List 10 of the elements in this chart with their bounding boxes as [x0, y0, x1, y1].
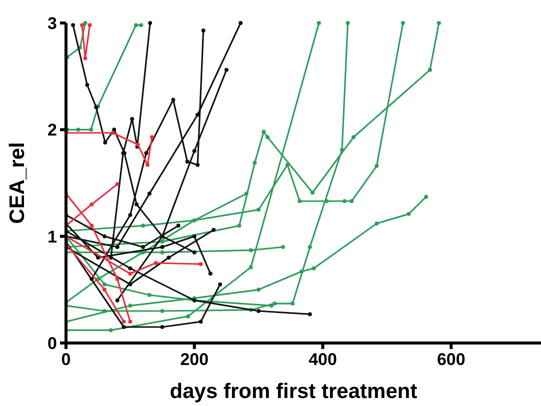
- y-tick-label: 0: [48, 334, 57, 353]
- x-tick-label: 200: [180, 350, 209, 369]
- y-tick-label: 2: [48, 120, 57, 140]
- y-axis-title: CEA_rel: [6, 142, 29, 224]
- x-tick-label: 600: [436, 350, 466, 369]
- y-tick-label: 1: [48, 227, 57, 246]
- x-axis-title: days from first treatment: [170, 380, 418, 403]
- y-tick-label: 3: [48, 14, 57, 33]
- x-tick-label: 0: [61, 350, 71, 369]
- x-tick-label: 400: [308, 350, 337, 369]
